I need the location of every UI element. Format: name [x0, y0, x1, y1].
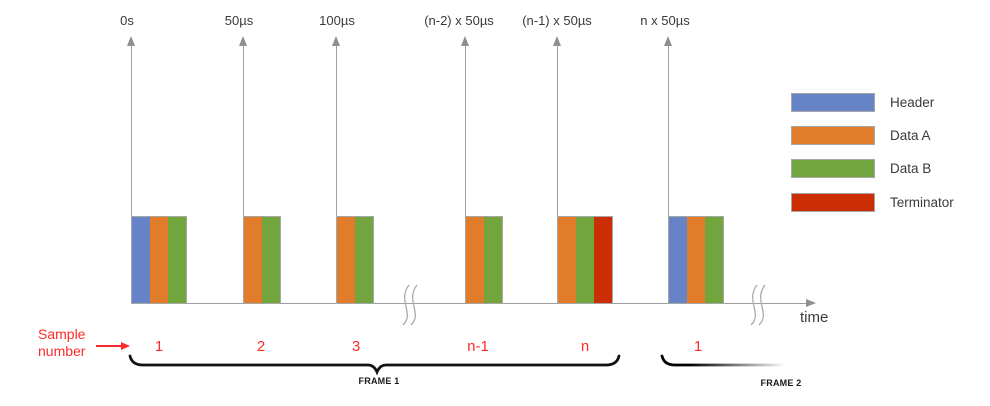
data-a-bar — [150, 217, 168, 303]
data-b-bar — [484, 217, 502, 303]
sample-line — [243, 45, 244, 303]
right-arrowhead-icon — [806, 299, 816, 307]
sample-number: 1 — [154, 338, 164, 355]
sample-n-1-bars — [465, 216, 503, 304]
up-arrowhead-icon — [238, 36, 247, 46]
sample-line — [131, 45, 132, 303]
data-a-bar — [558, 217, 576, 303]
legend-label-data-a: Data A — [890, 128, 931, 143]
legend-swatch-header — [791, 93, 875, 112]
legend-label-header: Header — [890, 95, 935, 110]
data-a-bar — [466, 217, 484, 303]
data-b-bar — [576, 217, 594, 303]
time-tick-label: (n-1) x 50µs — [522, 13, 592, 28]
axis-break-icon — [402, 284, 418, 326]
data-a-bar — [687, 217, 705, 303]
terminator-bar — [594, 217, 612, 303]
axis-break-icon — [750, 284, 766, 326]
legend-swatch-data-a — [791, 126, 875, 145]
sample-number-caption-line2: number — [38, 342, 86, 359]
red-right-arrowhead-icon — [121, 342, 130, 350]
sample-number: 1 — [693, 338, 703, 355]
red-arrow-shaft — [96, 345, 122, 347]
sample-number: 3 — [351, 338, 361, 355]
sample-line — [668, 45, 669, 303]
header-bar — [669, 217, 687, 303]
sample-line — [336, 45, 337, 303]
data-a-bar — [244, 217, 262, 303]
sample-1-bars — [131, 216, 187, 304]
legend-swatch-terminator — [791, 193, 875, 212]
data-a-bar — [337, 217, 355, 303]
sample-number-caption-line1: Sample — [38, 326, 86, 342]
up-arrowhead-icon — [460, 36, 469, 46]
up-arrowhead-icon — [552, 36, 561, 46]
sample-n-bars — [557, 216, 613, 304]
sample-number: 2 — [256, 338, 266, 355]
data-b-bar — [262, 217, 280, 303]
legend-label-terminator: Terminator — [890, 195, 954, 210]
up-arrowhead-icon — [663, 36, 672, 46]
frame1-brace — [128, 354, 621, 376]
frame2-label: FRAME 2 — [760, 378, 802, 388]
up-arrowhead-icon — [126, 36, 135, 46]
time-tick-label: 0s — [120, 13, 134, 28]
sample-line — [465, 45, 466, 303]
time-axis-label: time — [800, 309, 829, 326]
frame1-label: FRAME 1 — [358, 376, 400, 386]
data-b-bar — [168, 217, 186, 303]
sample-number: n-1 — [467, 338, 489, 355]
sample-3-bars — [336, 216, 374, 304]
time-tick-label: 50µs — [224, 13, 254, 28]
legend-swatch-data-b — [791, 159, 875, 178]
sample-number-caption: Sample number — [38, 326, 85, 359]
sample-line — [557, 45, 558, 303]
data-b-bar — [705, 217, 723, 303]
data-b-bar — [355, 217, 373, 303]
frame2-sample-1-bars — [668, 216, 724, 304]
frame2-brace — [660, 354, 785, 367]
time-tick-label: 100µs — [319, 13, 355, 28]
time-tick-label: n x 50µs — [640, 13, 690, 28]
sample-2-bars — [243, 216, 281, 304]
legend-label-data-b: Data B — [890, 161, 932, 176]
header-bar — [132, 217, 150, 303]
sample-number: n — [580, 338, 590, 355]
time-tick-label: (n-2) x 50µs — [424, 13, 494, 28]
up-arrowhead-icon — [331, 36, 340, 46]
